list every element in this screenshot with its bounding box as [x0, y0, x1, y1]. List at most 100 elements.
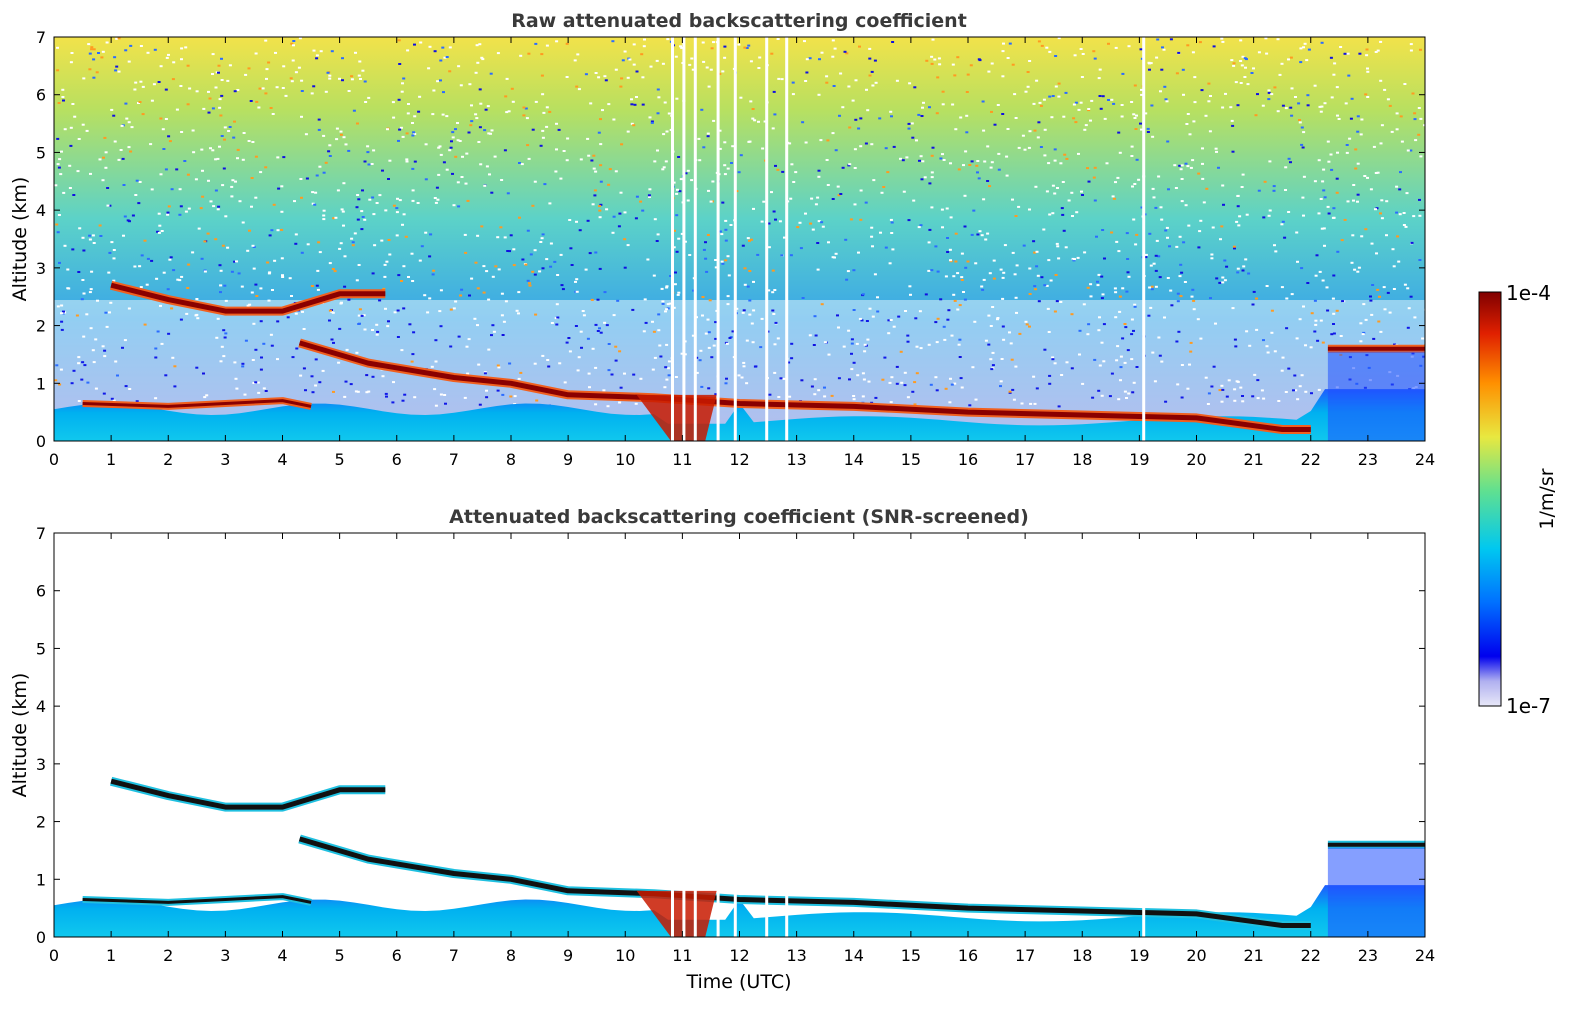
noise-pixel [360, 228, 364, 231]
noise-pixel [1280, 223, 1284, 226]
noise-pixel [935, 389, 939, 392]
noise-pixel [804, 141, 808, 144]
noise-pixel [1252, 67, 1255, 70]
noise-pixel [332, 341, 335, 344]
noise-pixel [756, 253, 760, 256]
noise-pixel [444, 402, 447, 405]
noise-pixel [485, 270, 489, 273]
noise-pixel [490, 334, 493, 337]
noise-pixel [927, 343, 931, 346]
noise-pixel [1176, 292, 1180, 295]
noise-pixel [1379, 142, 1383, 145]
noise-pixel [582, 314, 586, 317]
noise-pixel [860, 319, 864, 322]
noise-pixel [280, 185, 284, 188]
noise-pixel [338, 327, 342, 330]
noise-pixel [380, 239, 384, 242]
noise-pixel [1046, 307, 1050, 310]
noise-pixel [870, 143, 874, 146]
noise-pixel [1241, 55, 1245, 58]
noise-pixel [461, 155, 464, 158]
noise-pixel [1225, 265, 1229, 268]
noise-pixel [831, 256, 835, 259]
noise-pixel [859, 145, 863, 148]
noise-pixel [350, 78, 354, 81]
noise-pixel [858, 317, 862, 320]
noise-pixel [847, 164, 851, 167]
x-tick-label: 15 [901, 946, 921, 965]
x-tick-label: 19 [1129, 450, 1149, 469]
noise-pixel [63, 128, 67, 131]
x-tick-label: 10 [615, 450, 635, 469]
chart-title: Attenuated backscattering coefficient (S… [449, 506, 1029, 528]
noise-pixel [757, 67, 761, 69]
noise-pixel [92, 48, 96, 51]
noise-pixel [1101, 95, 1105, 98]
noise-pixel [918, 159, 921, 162]
noise-pixel [988, 185, 992, 188]
noise-pixel [451, 172, 454, 175]
noise-pixel [773, 343, 777, 346]
noise-pixel [124, 102, 128, 105]
noise-pixel [1027, 146, 1031, 149]
noise-pixel [540, 74, 544, 77]
noise-pixel [774, 321, 778, 324]
noise-pixel [911, 136, 915, 139]
noise-pixel [219, 360, 223, 363]
noise-pixel [60, 312, 63, 315]
noise-pixel [630, 122, 634, 125]
screened-background [54, 533, 1425, 937]
noise-pixel [588, 252, 592, 255]
noise-pixel [1395, 185, 1399, 188]
noise-pixel [341, 79, 344, 82]
noise-pixel [684, 172, 688, 175]
noise-pixel [1217, 166, 1220, 169]
noise-pixel [702, 146, 706, 149]
noise-pixel [1188, 133, 1192, 136]
noise-pixel [988, 272, 992, 275]
noise-pixel [261, 87, 265, 90]
noise-pixel [328, 155, 332, 157]
noise-pixel [431, 273, 435, 276]
noise-pixel [155, 277, 159, 280]
noise-pixel [58, 261, 61, 264]
noise-pixel [701, 314, 704, 317]
noise-pixel [678, 190, 682, 193]
noise-pixel [191, 251, 195, 254]
noise-pixel [509, 395, 513, 398]
noise-pixel [292, 44, 295, 47]
noise-pixel [180, 58, 183, 61]
noise-pixel [1310, 392, 1313, 395]
noise-pixel [258, 87, 262, 90]
noise-pixel [1418, 198, 1421, 201]
noise-pixel [529, 253, 533, 256]
noise-pixel [343, 255, 347, 258]
noise-pixel [1302, 305, 1305, 308]
noise-pixel [1241, 400, 1245, 403]
noise-pixel [503, 149, 507, 152]
noise-pixel [1013, 273, 1017, 276]
noise-pixel [293, 200, 296, 203]
noise-pixel [550, 322, 554, 324]
noise-pixel [1056, 187, 1059, 189]
data-gap [671, 533, 674, 937]
noise-pixel [1110, 98, 1114, 101]
noise-pixel [483, 184, 487, 187]
noise-pixel [1154, 254, 1158, 257]
noise-pixel [1287, 367, 1291, 370]
noise-pixel [1208, 130, 1212, 133]
noise-pixel [1199, 337, 1203, 340]
noise-pixel [398, 199, 402, 202]
noise-pixel [1238, 215, 1242, 218]
noise-pixel [1205, 187, 1209, 190]
noise-pixel [357, 74, 361, 77]
noise-pixel [62, 191, 66, 194]
noise-pixel [366, 145, 370, 148]
noise-pixel [276, 156, 280, 159]
noise-pixel [1265, 52, 1269, 55]
noise-pixel [504, 300, 508, 303]
noise-pixel [1247, 272, 1251, 275]
noise-pixel [581, 310, 585, 312]
noise-pixel [313, 203, 317, 206]
